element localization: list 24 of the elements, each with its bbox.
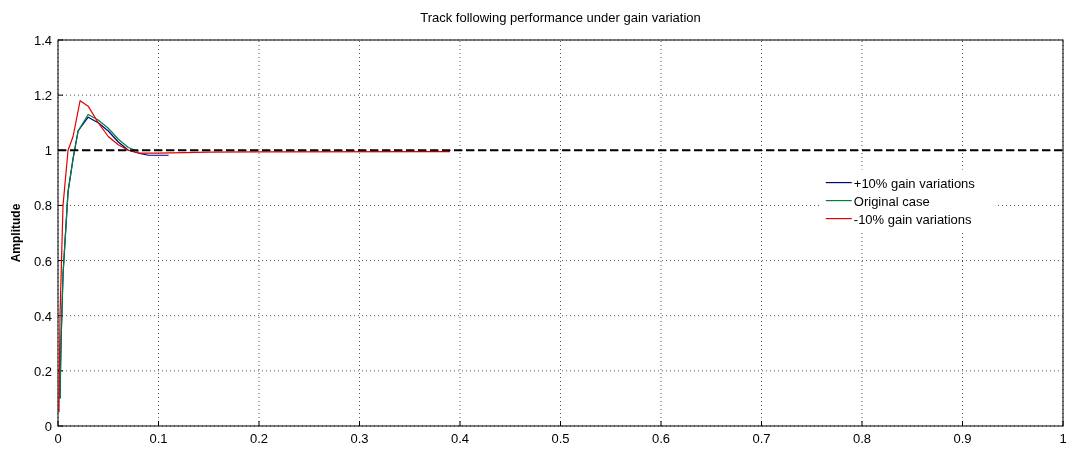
y-tick-label: 1 xyxy=(44,143,52,159)
y-axis-title: Amplitude xyxy=(9,203,23,263)
x-tick-label: 0.2 xyxy=(249,431,269,446)
x-tick-label: 0.4 xyxy=(450,431,470,446)
chart-title: Track following performance under gain variation xyxy=(420,10,701,25)
x-tick-label: 0.9 xyxy=(953,431,972,446)
x-tick-label: 0.1 xyxy=(149,431,168,446)
x-tick-label: 0.7 xyxy=(752,431,771,446)
x-tick-label: 0.3 xyxy=(350,431,369,446)
y-tick-label: 0 xyxy=(44,419,52,434)
y-tick-label: 0.2 xyxy=(33,363,52,379)
y-tick-label: 0.8 xyxy=(33,198,52,214)
x-tick-label: 0.5 xyxy=(551,431,570,446)
x-tick-label: 0.8 xyxy=(852,431,872,446)
legend-label: +10% gain variations xyxy=(853,175,976,191)
y-tick-label: 0.4 xyxy=(33,308,52,324)
x-tick-label: 1 xyxy=(1059,431,1067,446)
y-tick-label: 1.2 xyxy=(33,88,52,104)
y-tick-label: 0.6 xyxy=(33,253,52,269)
y-tick-label: 1.4 xyxy=(33,33,52,48)
x-tick-label: 0.6 xyxy=(651,431,671,446)
x-tick-label: 0 xyxy=(54,431,62,446)
legend-label: -10% gain variations xyxy=(853,211,973,227)
legend-label: Original case xyxy=(853,193,930,209)
